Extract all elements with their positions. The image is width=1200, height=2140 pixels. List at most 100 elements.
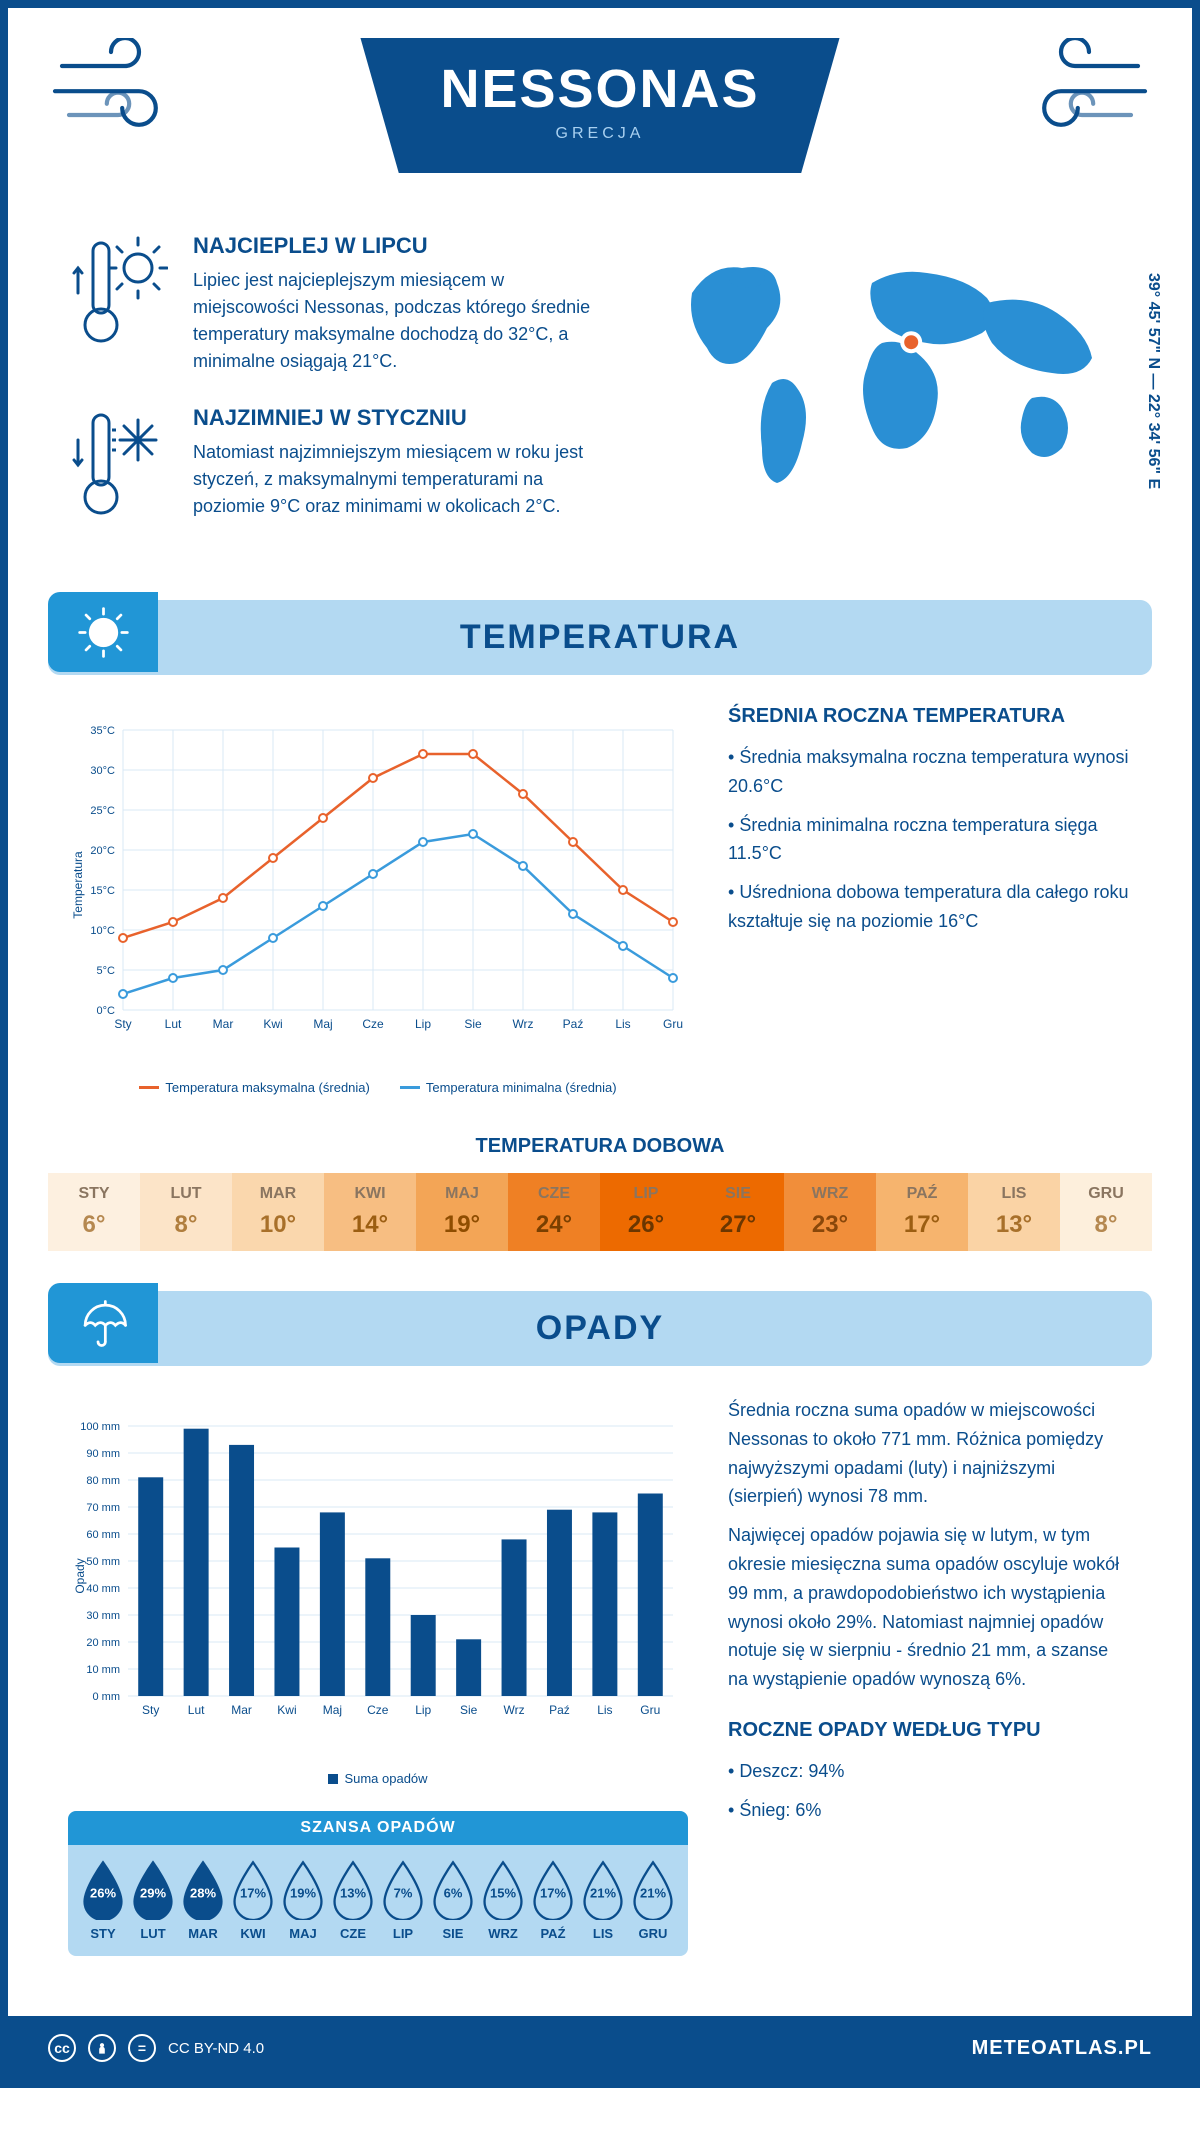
title-banner: NESSONAS GRECJA xyxy=(360,38,839,173)
svg-text:Cze: Cze xyxy=(362,1017,384,1031)
rain-type-title: ROCZNE OPADY WEDŁUG TYPU xyxy=(728,1719,1132,1742)
svg-text:100 mm: 100 mm xyxy=(80,1421,120,1433)
svg-text:Sty: Sty xyxy=(142,1703,159,1717)
svg-text:40 mm: 40 mm xyxy=(86,1583,120,1595)
thermometer-hot-icon xyxy=(68,233,168,375)
rain-chance-cell: 15% WRZ xyxy=(478,1860,528,1941)
svg-text:0°C: 0°C xyxy=(97,1005,116,1017)
svg-text:Temperatura: Temperatura xyxy=(71,851,85,919)
temp-section-header: TEMPERATURA xyxy=(48,600,1152,675)
svg-text:20°C: 20°C xyxy=(90,845,115,857)
temp-cell: MAJ19° xyxy=(416,1173,508,1251)
svg-text:Paź: Paź xyxy=(563,1017,584,1031)
legend-item: Temperatura maksymalna (średnia) xyxy=(139,1080,369,1095)
map-area: 39° 45' 57" N — 22° 34' 56" E xyxy=(652,233,1132,560)
page-title: NESSONAS xyxy=(440,58,759,120)
svg-text:Opady: Opady xyxy=(73,1558,87,1593)
cold-text: Natomiast najzimniejszym miesiącem w rok… xyxy=(193,439,612,520)
temp-legend: Temperatura maksymalna (średnia) Temperat… xyxy=(68,1080,688,1095)
temp-cell: KWI14° xyxy=(324,1173,416,1251)
rain-section-header: OPADY xyxy=(48,1291,1152,1366)
nd-icon: = xyxy=(128,2034,156,2062)
intro-section: NAJCIEPLEJ W LIPCU Lipiec jest najcieple… xyxy=(8,213,1192,600)
svg-text:Mar: Mar xyxy=(213,1017,234,1031)
svg-text:35°C: 35°C xyxy=(90,725,115,737)
by-icon xyxy=(88,2034,116,2062)
intro-text-column: NAJCIEPLEJ W LIPCU Lipiec jest najcieple… xyxy=(68,233,612,560)
footer: cc = CC BY-ND 4.0 METEOATLAS.PL xyxy=(8,2016,1192,2080)
coordinates: 39° 45' 57" N — 22° 34' 56" E xyxy=(1144,273,1162,489)
svg-text:Cze: Cze xyxy=(367,1703,389,1717)
svg-text:20 mm: 20 mm xyxy=(86,1637,120,1649)
temp-strip: STY6°LUT8°MAR10°KWI14°MAJ19°CZE24°LIP26°… xyxy=(48,1173,1152,1251)
svg-text:25°C: 25°C xyxy=(90,805,115,817)
rain-type-item: Deszcz: 94% xyxy=(728,1757,1132,1786)
svg-text:Paź: Paź xyxy=(549,1703,570,1717)
temp-cell: CZE24° xyxy=(508,1173,600,1251)
svg-text:60 mm: 60 mm xyxy=(86,1529,120,1541)
rain-chance-cell: 6% SIE xyxy=(428,1860,478,1941)
temp-cell: LUT8° xyxy=(140,1173,232,1251)
temp-cell: LIP26° xyxy=(600,1173,692,1251)
cc-icon: cc xyxy=(48,2034,76,2062)
hot-block: NAJCIEPLEJ W LIPCU Lipiec jest najcieple… xyxy=(68,233,612,375)
umbrella-icon xyxy=(48,1283,158,1363)
temp-cell: STY6° xyxy=(48,1173,140,1251)
rain-side-text: Średnia roczna suma opadów w miejscowośc… xyxy=(728,1396,1132,1956)
page-subtitle: GRECJA xyxy=(440,125,759,143)
rain-chance: SZANSA OPADÓW 26% STY 29% LUT 28% xyxy=(68,1811,688,1956)
rain-chance-title: SZANSA OPADÓW xyxy=(68,1811,688,1845)
temp-chart: 0°C5°C10°C15°C20°C25°C30°C35°CStyLutMarK… xyxy=(68,705,688,1095)
svg-text:Gru: Gru xyxy=(663,1017,683,1031)
rain-chance-cell: 26% STY xyxy=(78,1860,128,1941)
svg-text:Lip: Lip xyxy=(415,1017,431,1031)
rain-title: OPADY xyxy=(48,1309,1152,1348)
svg-text:50 mm: 50 mm xyxy=(86,1556,120,1568)
temp-side-title: ŚREDNIA ROCZNA TEMPERATURA xyxy=(728,705,1132,728)
rain-para2: Najwięcej opadów pojawia się w lutym, w … xyxy=(728,1521,1132,1694)
world-map xyxy=(652,233,1132,493)
header: NESSONAS GRECJA xyxy=(8,8,1192,213)
svg-text:Lut: Lut xyxy=(165,1017,182,1031)
temp-title: TEMPERATURA xyxy=(48,618,1152,657)
wind-icon-right xyxy=(1012,38,1152,136)
svg-text:5°C: 5°C xyxy=(97,965,116,977)
cold-block: NAJZIMNIEJ W STYCZNIU Natomiast najzimni… xyxy=(68,405,612,530)
temp-bullet: Średnia maksymalna roczna temperatura wy… xyxy=(728,743,1132,801)
svg-text:Sie: Sie xyxy=(464,1017,482,1031)
license-text: CC BY-ND 4.0 xyxy=(168,2040,264,2057)
temp-cell: SIE27° xyxy=(692,1173,784,1251)
rain-type-item: Śnieg: 6% xyxy=(728,1796,1132,1825)
daily-temp-title: TEMPERATURA DOBOWA xyxy=(48,1135,1152,1158)
hot-title: NAJCIEPLEJ W LIPCU xyxy=(193,233,612,259)
svg-text:70 mm: 70 mm xyxy=(86,1502,120,1514)
svg-text:Wrz: Wrz xyxy=(512,1017,533,1031)
svg-text:10 mm: 10 mm xyxy=(86,1664,120,1676)
wind-icon-left xyxy=(48,38,188,136)
rain-legend-label: Suma opadów xyxy=(344,1771,427,1786)
temp-bullet: Średnia minimalna roczna temperatura się… xyxy=(728,811,1132,869)
legend-item: Temperatura minimalna (średnia) xyxy=(400,1080,617,1095)
svg-text:Maj: Maj xyxy=(323,1703,342,1717)
svg-text:Sty: Sty xyxy=(114,1017,131,1031)
cold-title: NAJZIMNIEJ W STYCZNIU xyxy=(193,405,612,431)
temp-side-text: ŚREDNIA ROCZNA TEMPERATURA Średnia maksy… xyxy=(728,705,1132,1095)
rain-chart-area: 0 mm10 mm20 mm30 mm40 mm50 mm60 mm70 mm8… xyxy=(68,1396,688,1956)
rain-chance-cell: 13% CZE xyxy=(328,1860,378,1941)
temp-cell: LIS13° xyxy=(968,1173,1060,1251)
svg-text:Lis: Lis xyxy=(597,1703,612,1717)
rain-chance-cell: 21% LIS xyxy=(578,1860,628,1941)
temp-bullet: Uśredniona dobowa temperatura dla całego… xyxy=(728,878,1132,936)
svg-text:80 mm: 80 mm xyxy=(86,1475,120,1487)
svg-text:90 mm: 90 mm xyxy=(86,1448,120,1460)
footer-site: METEOATLAS.PL xyxy=(972,2037,1152,2060)
rain-chance-cell: 17% PAŹ xyxy=(528,1860,578,1941)
rain-legend: Suma opadów xyxy=(68,1771,688,1786)
svg-text:Kwi: Kwi xyxy=(277,1703,296,1717)
temp-section-body: 0°C5°C10°C15°C20°C25°C30°C35°CStyLutMarK… xyxy=(8,705,1192,1135)
thermometer-cold-icon xyxy=(68,405,168,530)
svg-text:Maj: Maj xyxy=(313,1017,332,1031)
svg-text:Gru: Gru xyxy=(640,1703,660,1717)
rain-section-body: 0 mm10 mm20 mm30 mm40 mm50 mm60 mm70 mm8… xyxy=(8,1396,1192,1996)
svg-text:Kwi: Kwi xyxy=(263,1017,282,1031)
